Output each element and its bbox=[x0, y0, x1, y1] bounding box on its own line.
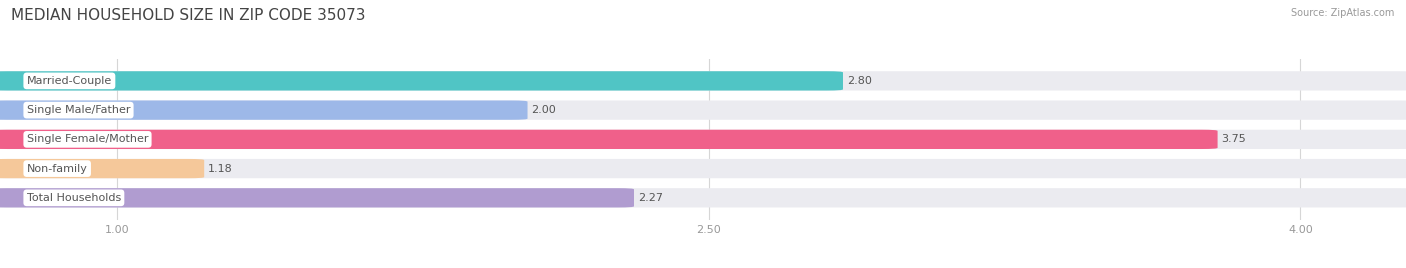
Text: Total Households: Total Households bbox=[27, 193, 121, 203]
FancyBboxPatch shape bbox=[0, 130, 1406, 149]
FancyBboxPatch shape bbox=[0, 159, 1406, 178]
FancyBboxPatch shape bbox=[0, 100, 527, 120]
Text: 1.18: 1.18 bbox=[208, 163, 233, 174]
Text: Non-family: Non-family bbox=[27, 163, 87, 174]
FancyBboxPatch shape bbox=[0, 71, 844, 91]
FancyBboxPatch shape bbox=[0, 188, 634, 207]
Text: Married-Couple: Married-Couple bbox=[27, 76, 112, 86]
Text: 2.80: 2.80 bbox=[846, 76, 872, 86]
Text: 2.27: 2.27 bbox=[638, 193, 664, 203]
Text: Source: ZipAtlas.com: Source: ZipAtlas.com bbox=[1291, 8, 1395, 18]
FancyBboxPatch shape bbox=[0, 100, 1406, 120]
FancyBboxPatch shape bbox=[0, 159, 204, 178]
Text: Single Female/Mother: Single Female/Mother bbox=[27, 134, 148, 144]
FancyBboxPatch shape bbox=[0, 130, 1218, 149]
Text: Single Male/Father: Single Male/Father bbox=[27, 105, 131, 115]
FancyBboxPatch shape bbox=[0, 188, 1406, 207]
Text: MEDIAN HOUSEHOLD SIZE IN ZIP CODE 35073: MEDIAN HOUSEHOLD SIZE IN ZIP CODE 35073 bbox=[11, 8, 366, 23]
FancyBboxPatch shape bbox=[0, 71, 1406, 91]
Text: 2.00: 2.00 bbox=[531, 105, 557, 115]
Text: 3.75: 3.75 bbox=[1222, 134, 1246, 144]
